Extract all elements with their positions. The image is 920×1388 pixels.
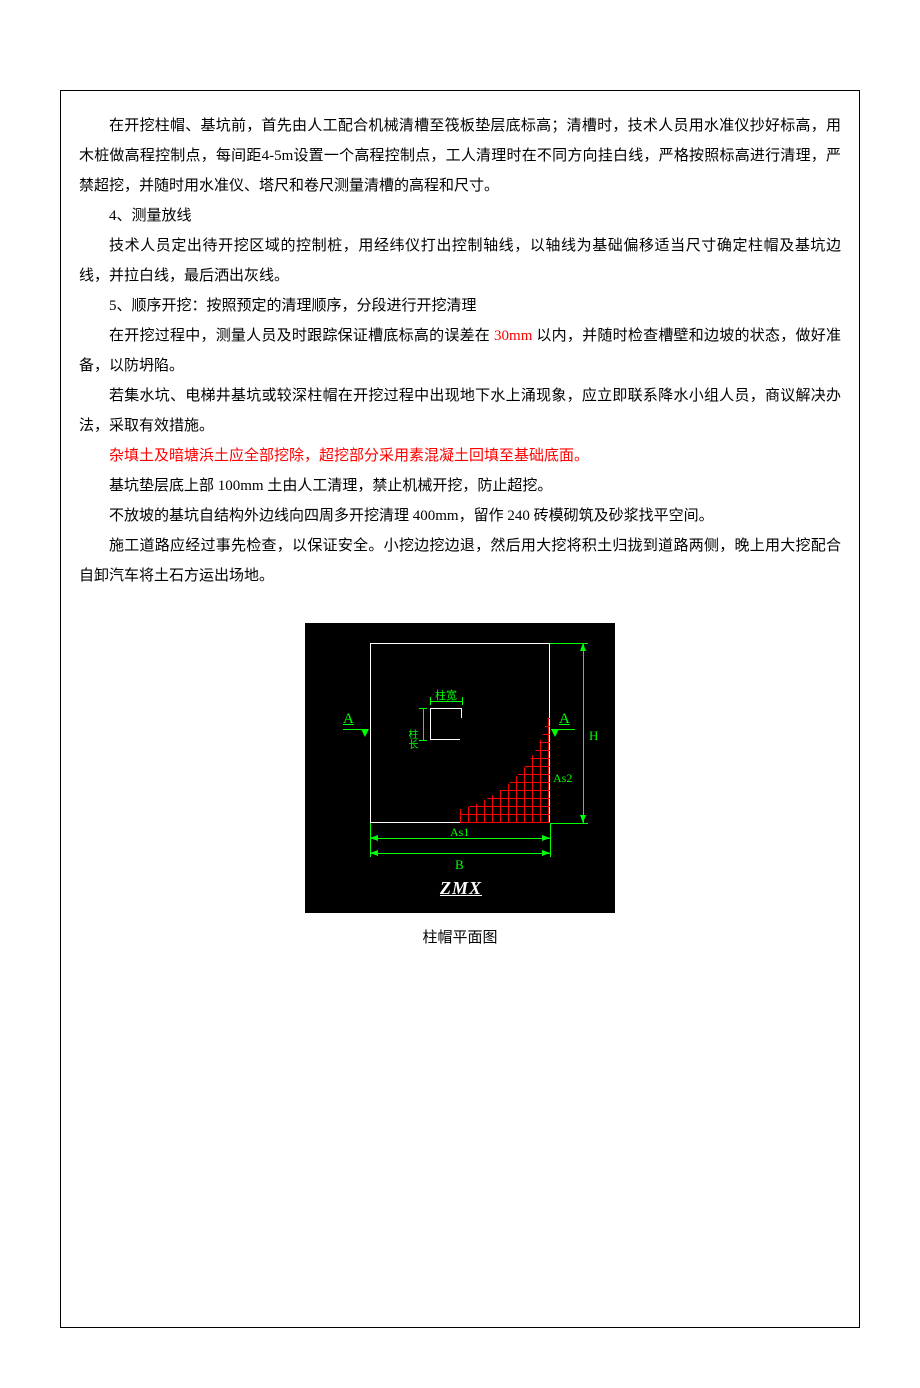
col-height-ext-top — [419, 708, 427, 709]
col-height-ext-bot — [419, 740, 427, 741]
dim-b-arrow-right-icon — [542, 850, 550, 856]
rebar-grid — [460, 718, 550, 823]
dim-b-arrow-left-icon — [370, 850, 378, 856]
dim-h-arrow-bot-icon — [580, 815, 586, 823]
dim-h-label: H — [589, 728, 598, 744]
diagram-title-zmx: ZMX — [440, 878, 482, 899]
col-width-ext-right — [462, 697, 463, 705]
paragraph-10: 施工道路应经过事先检查，以保证安全。小挖边挖边退，然后用大挖将积土归拢到道路两侧… — [79, 531, 841, 591]
as2-label: As2 — [553, 771, 572, 786]
as1-arrow-left-icon — [370, 835, 378, 841]
section-label-a-right: A — [559, 711, 570, 728]
section-a-left-arrow-icon — [361, 729, 369, 737]
dim-b-label: B — [455, 857, 464, 873]
col-height-dim-line — [423, 708, 424, 740]
col-width-label: 柱宽 — [435, 687, 457, 703]
dim-b-ext-right — [550, 823, 551, 857]
section-label-a-left: A — [343, 711, 354, 728]
col-width-ext-left — [430, 697, 431, 705]
paragraph-9: 不放坡的基坑自结构外边线向四周多开挖清理 400mm，留作 240 砖模砌筑及砂… — [79, 501, 841, 531]
paragraph-1: 在开挖柱帽、基坑前，首先由人工配合机械清槽至筏板垫层底标高；清槽时，技术人员用水… — [79, 111, 841, 201]
dim-h-line — [583, 643, 584, 823]
paragraph-5: 在开挖过程中，测量人员及时跟踪保证槽底标高的误差在 30mm 以内，并随时检查槽… — [79, 321, 841, 381]
dim-h-ext-bot — [550, 823, 588, 824]
diagram-wrapper: A A 柱宽 柱长 As2 B — [79, 623, 841, 947]
as1-arrow-right-icon — [542, 835, 550, 841]
inner-column-rect — [430, 708, 462, 740]
paragraph-8: 基坑垫层底上部 100mm 土由人工清理，禁止机械开挖，防止超挖。 — [79, 471, 841, 501]
section-a-right-arrow-icon — [551, 729, 559, 737]
column-cap-plan-diagram: A A 柱宽 柱长 As2 B — [305, 623, 615, 913]
as1-label: As1 — [450, 825, 469, 840]
paragraph-2: 4、测量放线 — [79, 201, 841, 231]
dim-h-arrow-top-icon — [580, 643, 586, 651]
paragraph-4: 5、顺序开挖：按照预定的清理顺序，分段进行开挖清理 — [79, 291, 841, 321]
paragraph-7-red: 杂填土及暗塘浜土应全部挖除，超挖部分采用素混凝土回填至基础底面。 — [79, 441, 841, 471]
col-height-label: 柱长 — [404, 729, 419, 749]
paragraph-3: 技术人员定出待开挖区域的控制桩，用经纬仪打出控制轴线，以轴线为基础偏移适当尺寸确… — [79, 231, 841, 291]
paragraph-6: 若集水坑、电梯井基坑或较深柱帽在开挖过程中出现地下水上涌现象，应立即联系降水小组… — [79, 381, 841, 441]
dim-b-line — [370, 853, 550, 854]
diagram-caption: 柱帽平面图 — [79, 926, 841, 947]
paragraph-5b-red: 30mm — [494, 328, 532, 344]
document-frame: 在开挖柱帽、基坑前，首先由人工配合机械清槽至筏板垫层底标高；清槽时，技术人员用水… — [60, 90, 860, 1328]
paragraph-5a: 在开挖过程中，测量人员及时跟踪保证槽底标高的误差在 — [109, 328, 494, 344]
